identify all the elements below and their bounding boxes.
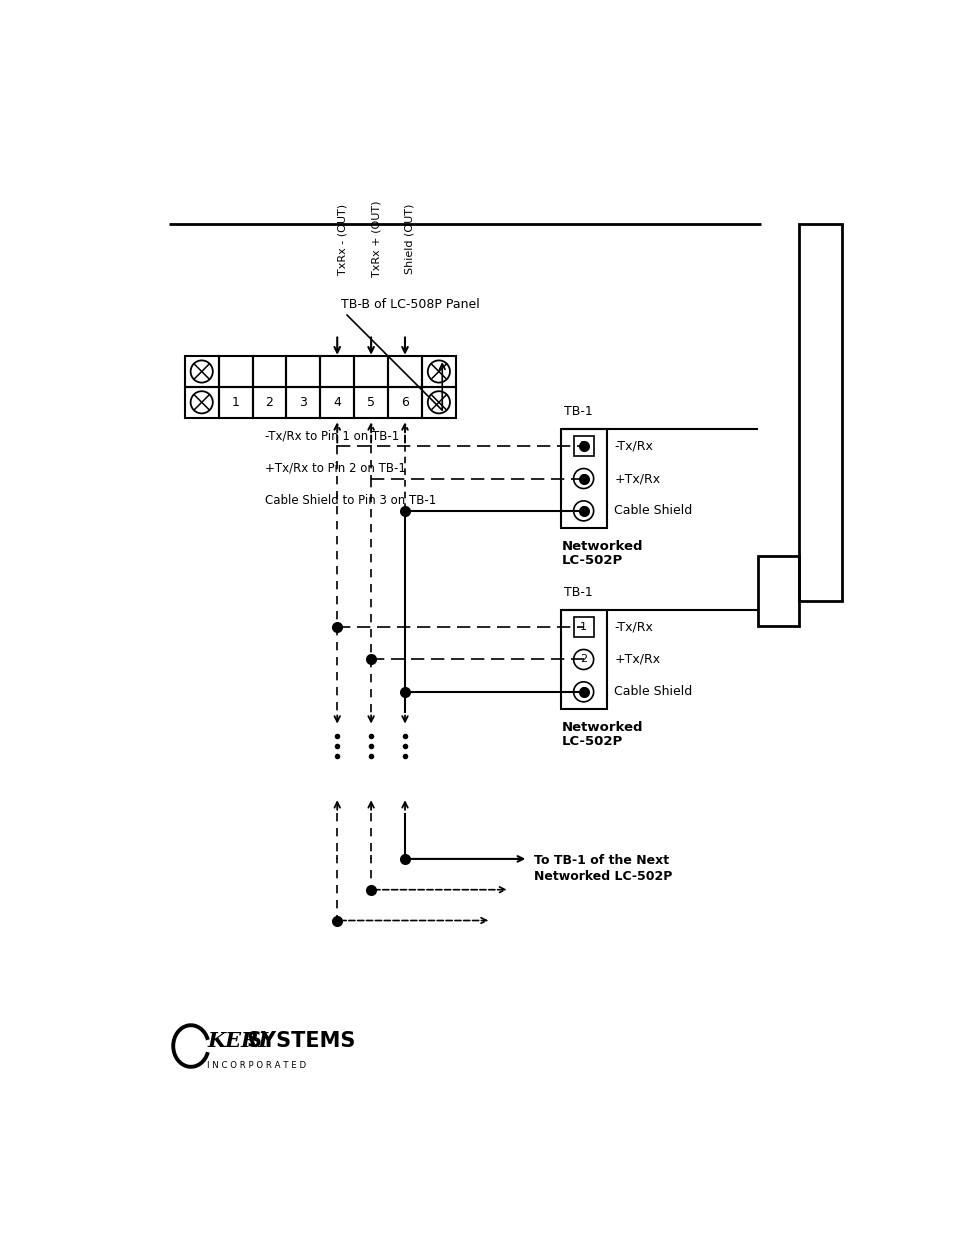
Text: 2: 2 bbox=[579, 473, 587, 484]
Text: TB-1: TB-1 bbox=[563, 405, 592, 419]
Text: 2: 2 bbox=[265, 395, 274, 409]
Text: KERI: KERI bbox=[207, 1031, 268, 1051]
Text: To TB-1 of the Next: To TB-1 of the Next bbox=[534, 855, 669, 867]
Bar bbox=[757, 556, 799, 626]
Text: 4: 4 bbox=[333, 395, 341, 409]
Text: I N C O R P O R A T E D: I N C O R P O R A T E D bbox=[207, 1061, 306, 1070]
Bar bbox=[253, 387, 286, 417]
Text: 1: 1 bbox=[579, 441, 586, 451]
Text: SYSTEMS: SYSTEMS bbox=[246, 1031, 355, 1051]
Text: 3: 3 bbox=[579, 506, 586, 516]
Text: Cable Shield: Cable Shield bbox=[614, 504, 692, 517]
Text: LC-502P: LC-502P bbox=[561, 555, 622, 567]
Bar bbox=[421, 387, 456, 417]
Bar bbox=[286, 356, 320, 387]
Bar bbox=[320, 356, 354, 387]
Text: +Tx/Rx: +Tx/Rx bbox=[614, 472, 659, 485]
Text: TxRx + (OUT): TxRx + (OUT) bbox=[371, 201, 380, 278]
Text: 3: 3 bbox=[579, 687, 586, 697]
Bar bbox=[218, 356, 253, 387]
Bar bbox=[388, 356, 421, 387]
Bar bbox=[560, 430, 606, 527]
Bar bbox=[218, 387, 253, 417]
Text: Networked LC-502P: Networked LC-502P bbox=[534, 869, 672, 883]
Text: LC-502P: LC-502P bbox=[561, 735, 622, 748]
Text: 3: 3 bbox=[299, 395, 307, 409]
Text: Cable Shield to Pin 3 on TB-1: Cable Shield to Pin 3 on TB-1 bbox=[265, 494, 436, 508]
Bar bbox=[421, 356, 456, 387]
Bar bbox=[253, 356, 286, 387]
Text: +Tx/Rx: +Tx/Rx bbox=[614, 653, 659, 666]
Text: TxRx - (OUT): TxRx - (OUT) bbox=[336, 204, 347, 274]
Text: -Tx/Rx to Pin 1 on TB-1: -Tx/Rx to Pin 1 on TB-1 bbox=[265, 430, 398, 442]
Bar bbox=[354, 356, 388, 387]
Bar bbox=[573, 618, 593, 637]
Text: TB-1: TB-1 bbox=[563, 587, 592, 599]
Text: Cable Shield: Cable Shield bbox=[614, 685, 692, 698]
Text: 2: 2 bbox=[579, 655, 587, 664]
Text: 1: 1 bbox=[232, 395, 239, 409]
Text: 6: 6 bbox=[400, 395, 409, 409]
Bar bbox=[573, 436, 593, 456]
Bar bbox=[560, 610, 606, 709]
Text: Networked: Networked bbox=[561, 721, 643, 734]
Text: TB-B of LC-508P Panel: TB-B of LC-508P Panel bbox=[341, 299, 479, 311]
Bar bbox=[388, 387, 421, 417]
Bar bbox=[286, 387, 320, 417]
Text: 1: 1 bbox=[579, 622, 586, 632]
Text: 5: 5 bbox=[367, 395, 375, 409]
Text: Networked: Networked bbox=[561, 540, 643, 553]
Bar bbox=[185, 356, 218, 387]
Bar bbox=[320, 387, 354, 417]
Text: -Tx/Rx: -Tx/Rx bbox=[614, 440, 653, 453]
Text: Shield (OUT): Shield (OUT) bbox=[405, 204, 415, 274]
Text: +Tx/Rx to Pin 2 on TB-1: +Tx/Rx to Pin 2 on TB-1 bbox=[265, 462, 405, 474]
Bar bbox=[185, 387, 218, 417]
Bar bbox=[799, 224, 841, 601]
Bar bbox=[354, 387, 388, 417]
Text: -Tx/Rx: -Tx/Rx bbox=[614, 621, 653, 634]
